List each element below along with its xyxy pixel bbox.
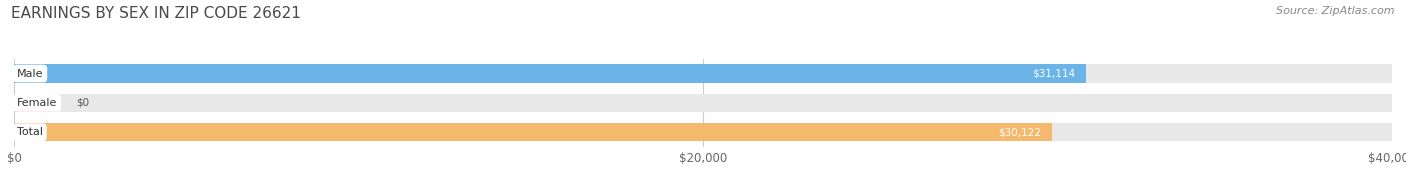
Text: Male: Male [17,68,44,79]
Bar [14,94,1392,112]
Bar [14,123,1392,142]
Text: EARNINGS BY SEX IN ZIP CODE 26621: EARNINGS BY SEX IN ZIP CODE 26621 [11,6,301,21]
Bar [14,64,1085,83]
Text: $31,114: $31,114 [1032,68,1074,79]
Text: $30,122: $30,122 [998,127,1040,137]
Bar [14,94,58,112]
Text: $0: $0 [76,98,89,108]
Bar [14,123,1052,142]
Text: Total: Total [17,127,42,137]
Text: Female: Female [17,98,58,108]
Bar [14,64,1392,83]
Text: Source: ZipAtlas.com: Source: ZipAtlas.com [1277,6,1395,16]
